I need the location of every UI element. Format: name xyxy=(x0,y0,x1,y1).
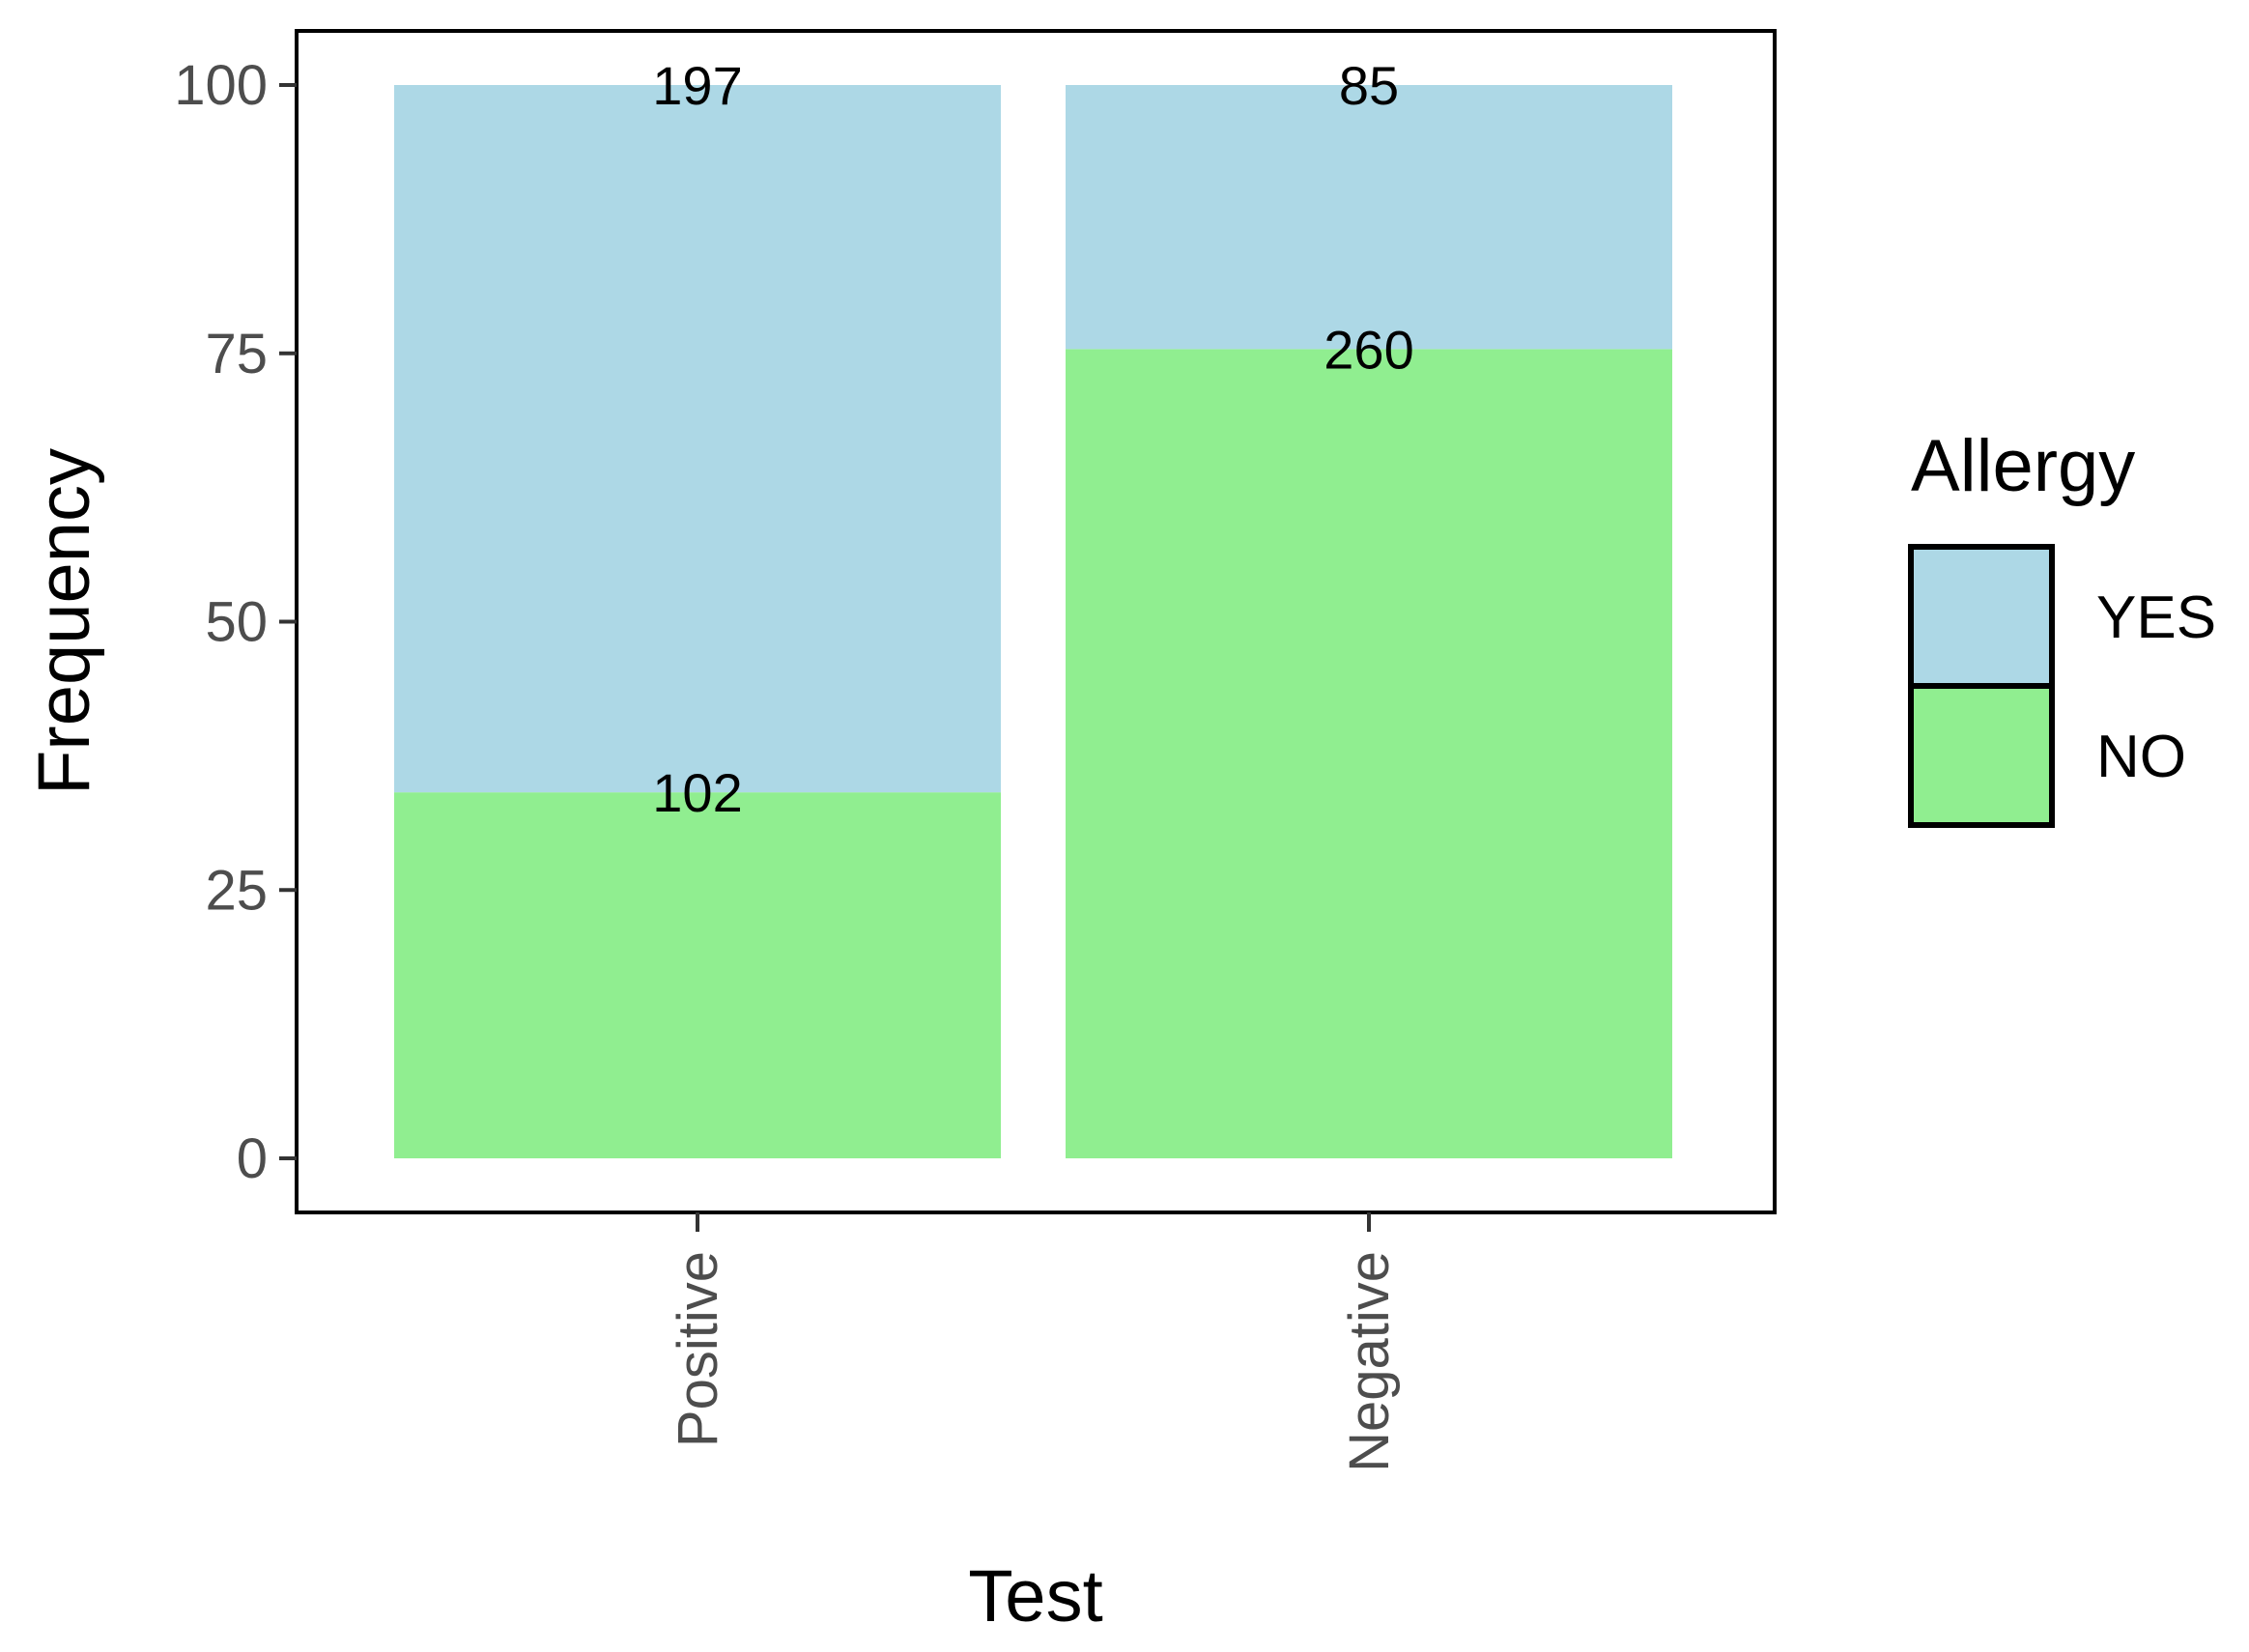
x-axis: Positive Negative xyxy=(667,1212,1401,1472)
legend: Allergy YES NO xyxy=(1908,425,2216,828)
data-label-positive-no: 102 xyxy=(652,762,742,823)
bar-positive-no xyxy=(394,792,1001,1158)
legend-entries: YES NO xyxy=(1908,544,2216,828)
y-tick-label-50: 50 xyxy=(205,591,268,654)
data-label-negative-yes: 85 xyxy=(1339,55,1399,116)
data-label-negative-no: 260 xyxy=(1324,319,1413,380)
legend-key-yes xyxy=(1908,544,2055,689)
legend-label-yes: YES xyxy=(2096,584,2216,651)
legend-label-no: NO xyxy=(2096,724,2186,790)
y-axis-title: Frequency xyxy=(23,448,105,795)
bars-layer xyxy=(394,85,1672,1158)
y-tick-label-25: 25 xyxy=(205,859,268,922)
data-label-positive-yes: 197 xyxy=(652,55,742,116)
y-tick-label-0: 0 xyxy=(237,1127,268,1190)
data-labels-layer: 102 197 260 85 xyxy=(652,55,1413,823)
bar-positive-yes xyxy=(394,85,1001,793)
y-axis: 0 25 50 75 100 xyxy=(174,54,297,1190)
y-tick-label-100: 100 xyxy=(174,54,268,117)
x-tick-label-positive: Positive xyxy=(667,1251,729,1447)
x-tick-label-negative: Negative xyxy=(1338,1251,1401,1472)
y-tick-label-75: 75 xyxy=(205,323,268,385)
x-axis-title: Test xyxy=(968,1555,1102,1638)
bar-negative-no xyxy=(1066,349,1672,1158)
bar-negative-yes xyxy=(1066,85,1672,350)
legend-title: Allergy xyxy=(1911,425,2135,507)
legend-key-no xyxy=(1908,683,2055,828)
